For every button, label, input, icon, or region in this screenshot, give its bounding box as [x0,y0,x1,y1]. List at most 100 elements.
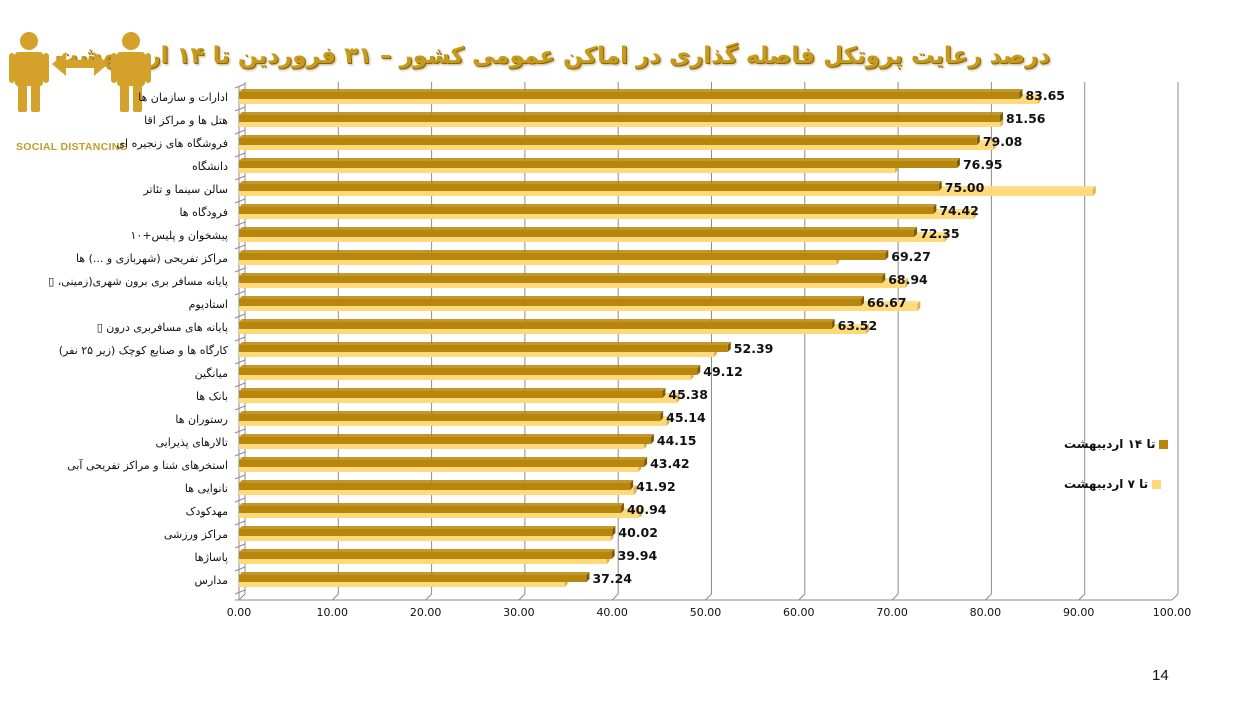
x-tick-label: 80.00 [969,606,1002,619]
gridline-floor [331,593,339,601]
bar-series-14-ordibehesht-side [956,158,960,168]
y-axis-tick [234,497,246,503]
bar-series-14-ordibehesht-top [239,480,634,483]
bar-series-14-ordibehesht-side [662,388,666,398]
x-tick-label: 10.00 [316,606,349,619]
bar-series-14-ordibehesht [239,138,977,145]
y-axis-tick [234,175,246,181]
data-label: 68.94 [888,272,928,287]
bar-series-14-ordibehesht-top [239,503,624,506]
bar-series-14-ordibehesht [239,483,631,490]
bar-series-14-ordibehesht [239,230,915,237]
category-label: ادارات و سازمان ها [138,91,228,104]
y-axis-tick [234,451,246,457]
category-label: سالن سینما و تئاتر [143,183,228,196]
bar-series-14-ordibehesht-top [239,411,664,414]
data-label: 74.42 [939,203,979,218]
bar-series-7-ordibehesht [239,327,866,334]
gridline-floor [425,593,432,601]
bar-series-7-ordibehesht [239,419,667,426]
bar-series-14-ordibehesht-side [586,572,590,582]
bar-series-14-ordibehesht [239,460,645,467]
legend-label: تا ۱۴ اردیبهشت [1064,437,1156,451]
bar-series-14-ordibehesht-top [239,250,889,253]
y-axis-tick [234,198,246,204]
gridline-floor [705,593,712,601]
y-axis-tick [234,267,246,273]
bar-series-14-ordibehesht-side [885,250,889,260]
bar-series-14-ordibehesht-side [831,319,835,329]
y-axis-tick [234,129,246,135]
social-distancing-logo: SOCIAL DISTANCING [0,22,160,153]
bar-series-7-ordibehesht [239,281,906,288]
category-label: استادیوم [188,298,228,311]
bar-series-7-ordibehesht-side [992,140,996,150]
x-tick-label: 20.00 [409,606,442,619]
bar-series-14-ordibehesht [239,322,832,329]
data-label: 75.00 [944,180,985,195]
bar-series-7-ordibehesht-side [905,278,909,288]
y-axis-tick [234,290,246,296]
bar-series-14-ordibehesht-top [239,572,590,575]
bar-series-14-ordibehesht [239,92,1020,99]
category-label: دانشگاه [191,160,228,173]
bar-series-14-ordibehesht [239,276,883,283]
bar-series-14-ordibehesht-top [239,273,886,276]
x-tick-label: 50.00 [689,606,722,619]
y-axis-tick [234,359,246,365]
bar-series-7-ordibehesht [239,166,895,173]
x-tick-label: 40.00 [596,606,628,619]
legend-swatch-light [1152,479,1162,489]
data-label: 45.14 [666,410,706,425]
gridline-floor [891,593,899,601]
gridline-floor [1078,593,1086,601]
bar-series-7-ordibehesht [239,304,918,311]
bar-series-14-ordibehesht [239,368,698,375]
bar-series-7-ordibehesht [239,258,837,265]
bar-series-14-ordibehesht-side [620,503,624,513]
y-axis-tick [234,474,246,480]
y-axis-tick [234,543,246,549]
bar-series-7-ordibehesht [239,396,677,403]
bar-series-14-ordibehesht [239,299,862,306]
x-tick-label: 0.00 [226,606,252,619]
bar-series-14-ordibehesht [239,506,621,513]
bar-series-14-ordibehesht-top [239,549,615,552]
bar-series-7-ordibehesht [239,97,1038,104]
category-label: میانگین [194,367,228,380]
bar-series-14-ordibehesht [239,391,663,398]
category-label: مدارس [194,574,228,587]
y-axis-tick [234,152,246,158]
bar-series-14-ordibehesht-top [239,89,1023,92]
gridline-floor [238,593,246,601]
bar-series-7-ordibehesht [239,465,639,472]
data-label: 40.02 [618,525,658,540]
legend-label: تا ۷ اردیبهشت [1064,477,1149,491]
data-label: 69.27 [891,249,931,264]
category-label: مهدکودک [185,505,228,518]
bar-series-14-ordibehesht-top [239,112,1003,115]
bar-series-7-ordibehesht [239,488,634,495]
bar-series-14-ordibehesht [239,115,1000,122]
bar-series-14-ordibehesht-top [239,135,980,138]
bar-series-7-ordibehesht [239,442,644,449]
bar-series-14-ordibehesht [239,552,612,559]
bar-series-7-ordibehesht [239,511,640,518]
category-label: بانک ها [196,390,228,403]
bar-series-14-ordibehesht-side [644,457,648,467]
bar-series-14-ordibehesht-top [239,434,654,437]
bar-series-7-ordibehesht [239,580,565,587]
logo-caption: SOCIAL DISTANCING [16,141,129,153]
bar-series-14-ordibehesht-top [239,457,648,460]
bar-series-14-ordibehesht [239,414,661,421]
y-axis-tick [234,336,246,342]
category-label: فروشگاه های زنجیره ای [116,137,228,150]
bar-series-14-ordibehesht [239,529,613,536]
gridline-floor [611,593,619,601]
bar-series-14-ordibehesht-top [239,342,731,345]
gridline-floor [798,593,806,601]
data-label: 45.38 [668,387,708,402]
bar-series-7-ordibehesht [239,557,607,564]
bar-series-7-ordibehesht [239,189,1093,196]
